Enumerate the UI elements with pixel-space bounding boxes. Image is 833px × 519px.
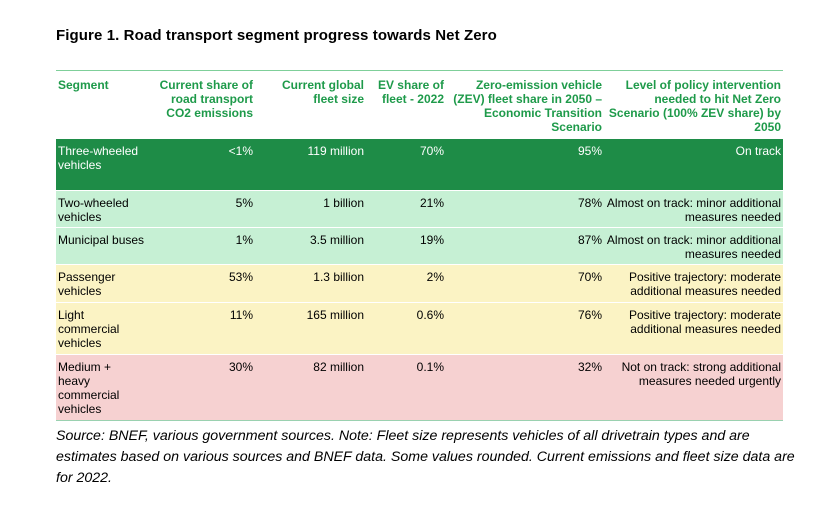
zev-share-cell: 76%: [446, 302, 604, 355]
ev-share-cell: 0.1%: [366, 354, 446, 421]
emissions-share-cell: 30%: [148, 354, 255, 421]
header-fleet-size: Current global fleet size: [255, 70, 366, 139]
emissions-share-cell: <1%: [148, 138, 255, 191]
figure-title: Figure 1. Road transport segment progres…: [56, 27, 497, 44]
table-row: Municipal buses 1% 3.5 million 19% 87% A…: [56, 227, 783, 265]
policy-cell: Almost on track: minor additional measur…: [604, 190, 783, 228]
segment-cell: Medium + heavy commercial vehicles: [56, 354, 148, 421]
zev-share-cell: 95%: [446, 138, 604, 191]
header-zev-share-2050: Zero-emission vehicle (ZEV) fleet share …: [446, 70, 604, 139]
fleet-size-cell: 1.3 billion: [255, 264, 366, 303]
header-ev-share: EV share of fleet - 2022: [366, 70, 446, 139]
zev-share-cell: 70%: [446, 264, 604, 303]
table-row: Light commercial vehicles 11% 165 millio…: [56, 302, 783, 355]
table-row: Passenger vehicles 53% 1.3 billion 2% 70…: [56, 264, 783, 303]
table-row: Three-wheeled vehicles <1% 119 million 7…: [56, 138, 783, 191]
emissions-share-cell: 53%: [148, 264, 255, 303]
ev-share-cell: 70%: [366, 138, 446, 191]
segment-cell: Municipal buses: [56, 227, 148, 265]
policy-cell: On track: [604, 138, 783, 191]
header-emissions-share: Current share of road transport CO2 emis…: [148, 70, 255, 139]
source-note: Source: BNEF, various government sources…: [56, 428, 795, 486]
policy-cell: Positive trajectory: moderate additional…: [604, 264, 783, 303]
segment-cell: Passenger vehicles: [56, 264, 148, 303]
ev-share-cell: 2%: [366, 264, 446, 303]
zev-share-cell: 87%: [446, 227, 604, 265]
fleet-size-cell: 82 million: [255, 354, 366, 421]
table-header-row: Segment Current share of road transport …: [56, 70, 783, 139]
zev-share-cell: 32%: [446, 354, 604, 421]
zev-share-cell: 78%: [446, 190, 604, 228]
fleet-size-cell: 119 million: [255, 138, 366, 191]
policy-cell: Positive trajectory: moderate additional…: [604, 302, 783, 355]
table-row: Medium + heavy commercial vehicles 30% 8…: [56, 354, 783, 421]
ev-share-cell: 0.6%: [366, 302, 446, 355]
header-policy-intervention: Level of policy intervention needed to h…: [604, 70, 783, 139]
segment-cell: Two-wheeled vehicles: [56, 190, 148, 228]
policy-cell: Not on track: strong additional measures…: [604, 354, 783, 421]
fleet-size-cell: 3.5 million: [255, 227, 366, 265]
fleet-size-cell: 165 million: [255, 302, 366, 355]
emissions-share-cell: 5%: [148, 190, 255, 228]
fleet-size-cell: 1 billion: [255, 190, 366, 228]
segment-table: Segment Current share of road transport …: [56, 70, 783, 421]
header-segment: Segment: [56, 70, 148, 139]
emissions-share-cell: 11%: [148, 302, 255, 355]
table-row: Two-wheeled vehicles 5% 1 billion 21% 78…: [56, 190, 783, 228]
ev-share-cell: 21%: [366, 190, 446, 228]
segment-cell: Three-wheeled vehicles: [56, 138, 148, 191]
emissions-share-cell: 1%: [148, 227, 255, 265]
segment-cell: Light commercial vehicles: [56, 302, 148, 355]
ev-share-cell: 19%: [366, 227, 446, 265]
policy-cell: Almost on track: minor additional measur…: [604, 227, 783, 265]
